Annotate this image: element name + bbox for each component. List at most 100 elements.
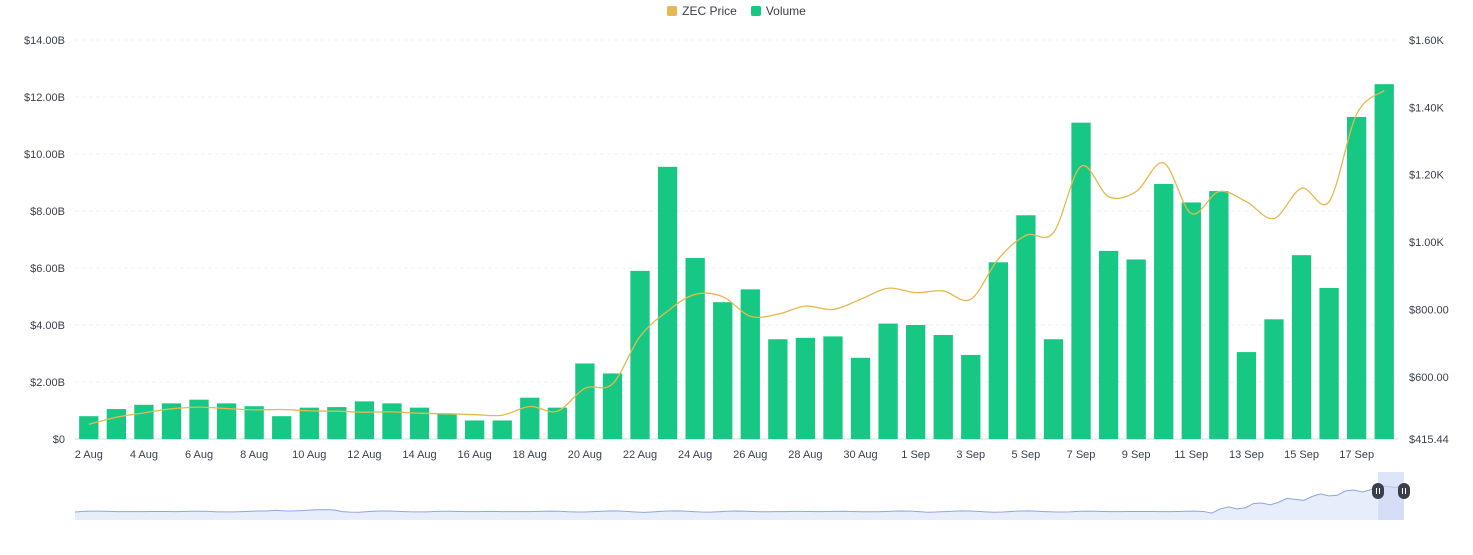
volume-bar [437,413,457,439]
x-tick-label: 3 Sep [956,449,985,461]
y-left-tick-label: $2.00B [30,377,65,389]
volume-bar [1154,183,1174,439]
volume-bar [850,357,871,439]
volume-bar [1347,116,1367,439]
volume-bar [988,262,1008,439]
volume-bar [1043,339,1064,439]
volume-bar [1016,215,1036,439]
volume-bar [1126,259,1146,439]
legend-label-zec-price: ZEC Price [682,4,737,18]
y-left-tick-label: $14.00B [24,35,65,47]
volume-bar [189,399,209,439]
y-left-tick-label: $10.00B [24,149,65,161]
volume-bar [657,166,678,439]
legend-item-volume[interactable]: Volume [750,4,806,18]
volume-bar [933,334,953,439]
x-tick-label: 18 Aug [513,449,547,461]
volume-bar [685,258,705,439]
volume-bar [272,416,292,439]
legend: ZEC Price Volume [0,4,1473,18]
x-tick-label: 1 Sep [901,449,930,461]
x-tick-label: 22 Aug [623,449,657,461]
volume-bar [547,407,567,439]
volume-bar [520,397,540,439]
x-tick-label: 14 Aug [402,449,436,461]
volume-bar [795,337,816,439]
zec-price-line [88,89,1385,425]
navigator-area [75,484,1404,520]
volume-bar [1236,352,1257,439]
y-right-tick-label: $415.44 [1409,434,1449,446]
legend-item-zec-price[interactable]: ZEC Price [667,4,737,18]
x-tick-label: 24 Aug [678,449,712,461]
bars-layer [79,84,1394,440]
volume-bar [299,407,319,439]
x-tick-label: 30 Aug [843,449,877,461]
volume-bar [1264,319,1284,439]
volume-bar [1319,287,1339,439]
navigator-handle-left[interactable] [1372,483,1384,499]
volume-bar [713,302,733,439]
legend-swatch-volume [750,6,761,16]
y-right-tick-label: $1.60K [1409,35,1445,47]
volume-bar [961,354,981,439]
x-tick-label: 4 Aug [130,449,158,461]
navigator-line [74,483,1405,514]
y-right-tick-label: $600.00 [1409,372,1449,384]
x-tick-label: 6 Aug [185,449,213,461]
axis-layer: $0 $2.00B $4.00B $6.00B $8.00B $10.00B $12.00B… [24,35,1449,461]
volume-bar [1374,84,1394,440]
volume-bar [409,407,430,439]
navigator-handle-right[interactable] [1398,483,1410,499]
grid-layer [75,39,1398,440]
volume-bar [740,289,760,439]
volume-bar [1181,202,1201,439]
x-tick-label: 13 Sep [1229,449,1264,461]
x-tick-label: 11 Sep [1174,449,1208,461]
y-left-tick-label: $4.00B [30,320,65,332]
volume-bar [79,416,99,439]
x-tick-label: 5 Sep [1012,449,1041,461]
x-tick-label: 12 Aug [347,449,381,461]
y-left-tick-label: $6.00B [30,263,65,275]
volume-bar [878,323,898,439]
legend-swatch-zec-price [667,6,678,16]
volume-bar [492,420,512,439]
navigator[interactable] [74,472,1410,520]
y-left-tick-label: $12.00B [24,92,65,104]
y-right-tick-label: $1.00K [1409,237,1445,249]
volume-bar [106,409,126,439]
volume-bar [216,403,237,439]
volume-bar [244,406,264,439]
volume-bar [382,403,402,439]
x-tick-label: 8 Aug [240,449,268,461]
x-tick-label: 2 Aug [75,449,103,461]
volume-bar [354,401,375,439]
volume-bar [602,373,623,439]
volume-bar [768,339,788,439]
volume-bar [630,270,650,439]
volume-bar [1098,250,1119,439]
y-right-tick-label: $1.20K [1409,170,1445,182]
x-tick-label: 7 Sep [1067,449,1096,461]
y-right-tick-label: $800.00 [1409,304,1449,316]
volume-bar [1209,191,1229,439]
x-tick-label: 17 Sep [1339,449,1374,461]
x-tick-label: 20 Aug [568,449,602,461]
y-left-tick-label: $8.00B [30,206,65,218]
volume-bar [161,403,182,439]
x-tick-label: 26 Aug [733,449,767,461]
y-left-tick-label: $0 [53,434,65,446]
x-tick-label: 16 Aug [458,449,492,461]
volume-bar [327,407,347,439]
volume-bar [575,363,595,439]
x-tick-label: 10 Aug [292,449,326,461]
volume-bar [823,336,843,439]
line-layer [88,89,1385,425]
volume-bar [1291,255,1312,439]
volume-bar [465,420,485,439]
x-tick-label: 15 Sep [1284,449,1319,461]
x-tick-label: 28 Aug [788,449,822,461]
